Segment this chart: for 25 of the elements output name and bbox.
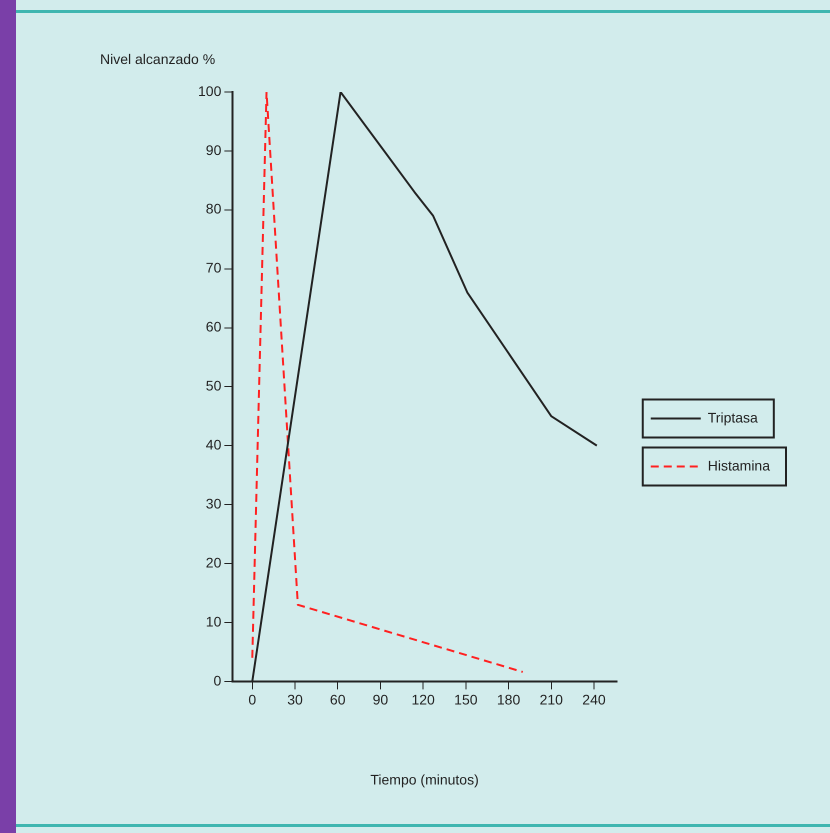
y-tick-label: 0: [214, 672, 222, 688]
y-tick-label: 90: [206, 142, 222, 158]
x-tick-label: 90: [372, 692, 388, 708]
x-tick-label: 150: [454, 692, 478, 708]
x-axis-title: Tiempo (minutos): [370, 771, 479, 788]
y-tick-label: 80: [206, 200, 222, 217]
x-tick-label: 180: [496, 692, 520, 708]
y-tick-label: 10: [206, 613, 222, 630]
x-tick-label: 120: [411, 692, 436, 708]
y-tick-label: 20: [206, 554, 222, 570]
y-tick-label: 50: [206, 378, 222, 394]
x-tick-label: 30: [287, 692, 303, 708]
legend-label: Triptasa: [708, 409, 758, 426]
x-tick-label: 60: [330, 692, 346, 708]
y-tick-label: 30: [206, 495, 222, 512]
line-series: [251, 92, 524, 673]
legend-label: Histamina: [708, 457, 770, 474]
x-tick-label: 210: [540, 692, 564, 708]
y-tick-label: 100: [198, 82, 222, 99]
x-tick-label: 0: [248, 692, 256, 708]
y-tick-label: 70: [206, 260, 222, 276]
y-tick-label: 60: [206, 318, 222, 335]
y-axis-title: Nivel alcanzado %: [100, 50, 216, 67]
y-tick-label: 40: [206, 436, 222, 452]
x-tick-label: 240: [582, 692, 606, 708]
